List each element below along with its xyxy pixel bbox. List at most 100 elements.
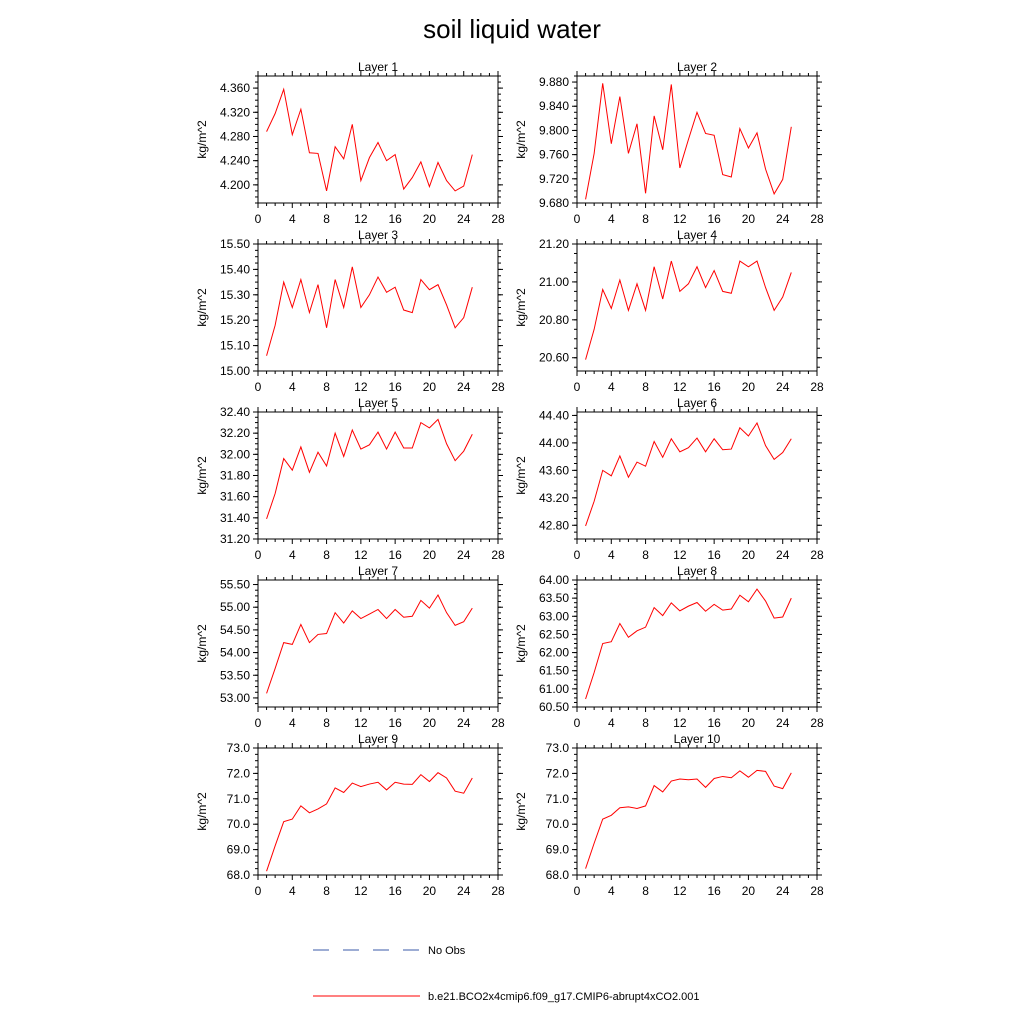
panel-6: Layer 6 kg/m^2 0 4 8 12 16 20 24 28 42.80 43.20 43.6… <box>514 396 824 562</box>
x-tick-label: 16 <box>707 380 721 394</box>
series-line <box>585 260 792 360</box>
x-tick-label: 28 <box>491 716 505 730</box>
x-tick-label: 20 <box>423 212 437 226</box>
y-tick-label: 53.00 <box>220 691 250 705</box>
x-tick-label: 4 <box>289 548 296 562</box>
panel-title: Layer 8 <box>677 564 717 578</box>
panel-title: Layer 6 <box>677 396 717 410</box>
x-tick-label: 0 <box>574 212 581 226</box>
series-line <box>585 421 792 527</box>
y-tick-label: 68.0 <box>546 868 570 882</box>
y-tick-label: 15.00 <box>220 364 250 378</box>
x-tick-label: 4 <box>608 884 615 898</box>
y-tick-label: 4.280 <box>220 129 250 143</box>
x-tick-label: 8 <box>642 884 649 898</box>
x-tick-label: 4 <box>608 716 615 730</box>
x-tick-label: 8 <box>642 548 649 562</box>
y-tick-label: 63.00 <box>539 609 569 623</box>
x-tick-label: 20 <box>742 548 756 562</box>
x-tick-label: 8 <box>642 212 649 226</box>
y-tick-label: 31.40 <box>220 511 250 525</box>
y-axis-label: kg/m^2 <box>195 624 209 663</box>
x-tick-label: 12 <box>354 380 368 394</box>
x-tick-label: 12 <box>673 380 687 394</box>
y-tick-label: 4.200 <box>220 178 250 192</box>
y-tick-label: 62.00 <box>539 646 569 660</box>
x-tick-label: 20 <box>423 548 437 562</box>
x-tick-label: 12 <box>354 884 368 898</box>
panels-group: Layer 1 kg/m^2 0 4 8 12 16 20 24 28 4.200 4.240 4.28… <box>195 60 824 898</box>
series-line <box>585 588 792 700</box>
panel-3: Layer 3 kg/m^2 0 4 8 12 16 20 24 28 15.00 15.10 15.2… <box>195 228 505 394</box>
y-tick-label: 15.20 <box>220 313 250 327</box>
x-tick-label: 12 <box>354 548 368 562</box>
y-tick-label: 9.800 <box>539 123 569 137</box>
x-tick-label: 28 <box>810 380 824 394</box>
x-tick-label: 20 <box>423 884 437 898</box>
x-tick-label: 8 <box>323 716 330 730</box>
x-tick-label: 0 <box>574 884 581 898</box>
y-tick-label: 54.50 <box>220 623 250 637</box>
y-tick-label: 61.50 <box>539 664 569 678</box>
x-tick-label: 8 <box>323 212 330 226</box>
y-axis-label: kg/m^2 <box>514 792 528 831</box>
y-tick-label: 9.840 <box>539 99 569 113</box>
y-tick-label: 72.0 <box>227 766 251 780</box>
y-tick-label: 42.80 <box>539 518 569 532</box>
series-line <box>266 266 473 356</box>
x-tick-label: 20 <box>423 380 437 394</box>
x-tick-label: 12 <box>673 884 687 898</box>
x-tick-label: 24 <box>457 548 471 562</box>
y-tick-label: 60.50 <box>539 700 569 714</box>
y-tick-label: 32.40 <box>220 405 250 419</box>
y-tick-label: 44.40 <box>539 408 569 422</box>
y-tick-label: 9.680 <box>539 196 569 210</box>
panel-1: Layer 1 kg/m^2 0 4 8 12 16 20 24 28 4.200 4.240 4.28… <box>195 60 505 226</box>
panel-2: Layer 2 kg/m^2 0 4 8 12 16 20 24 28 9.680 9.720 9.76… <box>514 60 824 226</box>
x-tick-label: 4 <box>289 380 296 394</box>
series-line <box>266 418 473 520</box>
x-tick-label: 20 <box>742 884 756 898</box>
x-tick-label: 0 <box>255 884 262 898</box>
panel-title: Layer 2 <box>677 60 717 74</box>
y-tick-label: 32.00 <box>220 447 250 461</box>
panel-5: Layer 5 kg/m^2 0 4 8 12 16 20 24 28 31.20 31.40 31.6… <box>195 396 505 562</box>
x-tick-label: 28 <box>491 884 505 898</box>
y-tick-label: 21.00 <box>539 275 569 289</box>
y-tick-label: 72.0 <box>546 766 570 780</box>
series-line <box>266 593 473 694</box>
y-tick-label: 4.360 <box>220 81 250 95</box>
y-tick-label: 70.0 <box>227 817 251 831</box>
x-tick-label: 20 <box>742 380 756 394</box>
plot-frame <box>257 243 499 372</box>
y-tick-label: 73.0 <box>227 741 251 755</box>
y-tick-label: 53.50 <box>220 668 250 682</box>
x-tick-label: 0 <box>255 548 262 562</box>
y-axis-label: kg/m^2 <box>195 456 209 495</box>
y-tick-label: 31.20 <box>220 532 250 546</box>
plot-frame <box>576 243 818 372</box>
y-axis-label: kg/m^2 <box>195 288 209 327</box>
panel-10: Layer 10 kg/m^2 0 4 8 12 16 20 24 28 68.0 69.0 70.0 7… <box>514 732 824 898</box>
x-tick-label: 8 <box>323 884 330 898</box>
x-tick-label: 0 <box>255 212 262 226</box>
y-tick-label: 15.40 <box>220 262 250 276</box>
y-tick-label: 20.80 <box>539 313 569 327</box>
y-tick-label: 44.00 <box>539 436 569 450</box>
panel-title: Layer 4 <box>677 228 717 242</box>
x-tick-label: 16 <box>388 548 402 562</box>
x-tick-label: 28 <box>491 548 505 562</box>
x-tick-label: 0 <box>255 380 262 394</box>
y-tick-label: 4.240 <box>220 154 250 168</box>
x-tick-label: 0 <box>574 716 581 730</box>
legend-label-2: b.e21.BCO2x4cmip6.f09_g17.CMIP6-abrupt4x… <box>428 991 700 1003</box>
x-tick-label: 28 <box>810 716 824 730</box>
y-tick-label: 43.20 <box>539 491 569 505</box>
y-tick-label: 31.80 <box>220 469 250 483</box>
legend: No Obs b.e21.BCO2x4cmip6.f09_g17.CMIP6-ab… <box>313 945 700 1003</box>
y-axis-label: kg/m^2 <box>514 288 528 327</box>
x-tick-label: 24 <box>776 548 790 562</box>
x-tick-label: 8 <box>642 716 649 730</box>
x-tick-label: 0 <box>255 716 262 730</box>
y-tick-label: 32.20 <box>220 426 250 440</box>
